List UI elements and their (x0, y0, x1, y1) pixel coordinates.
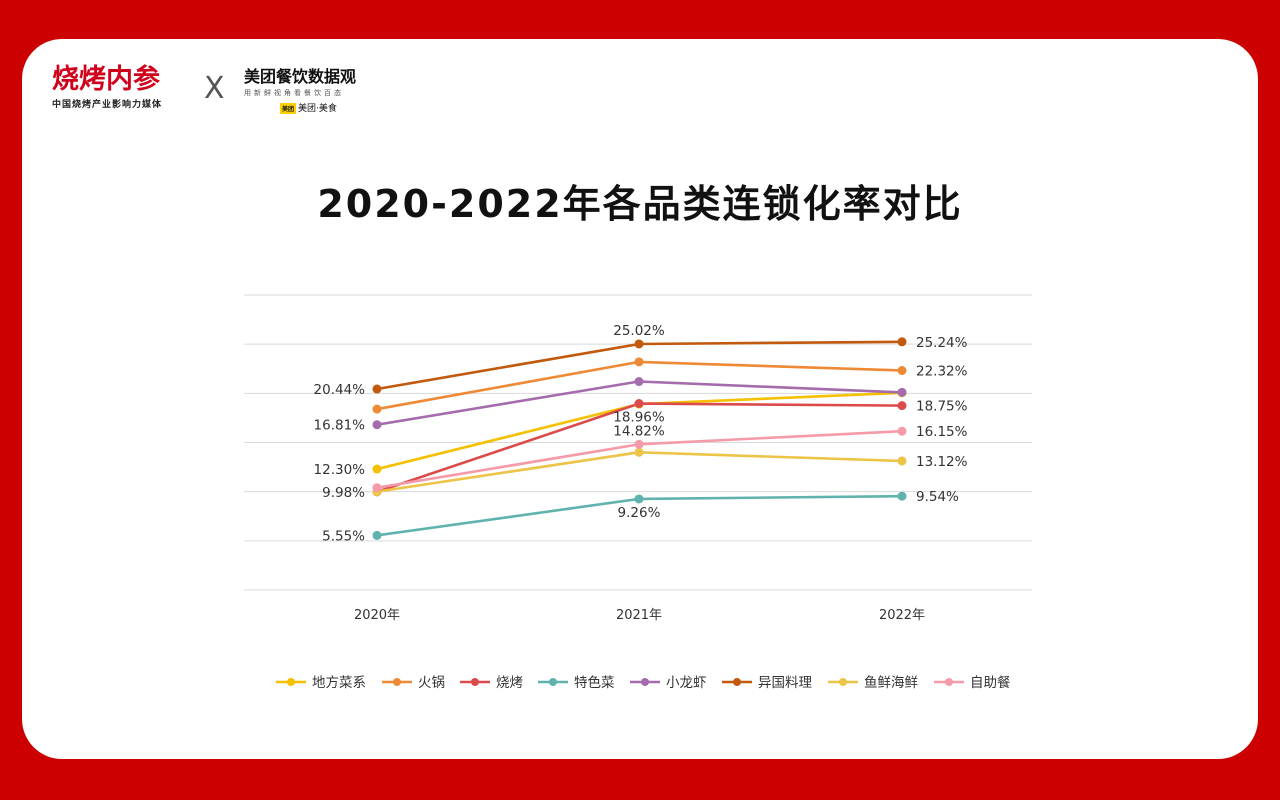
data-label: 9.54% (916, 489, 959, 505)
data-point (372, 530, 382, 540)
legend-label: 鱼鲜海鲜 (864, 674, 918, 691)
data-point (897, 491, 907, 501)
data-label: 18.96% (613, 410, 665, 426)
shaokao-neican-logo: 烧烤内参 中国烧烤产业影响力媒体 (52, 64, 192, 111)
legend-swatch-dot (471, 678, 479, 686)
data-label: 13.12% (916, 454, 968, 470)
brand-left-name: 烧烤内参 (52, 64, 160, 95)
data-label: 20.44% (314, 382, 366, 398)
data-point (372, 464, 382, 474)
legend-label: 异国料理 (758, 675, 812, 691)
meituan-data-logo: 美团餐饮数据观 用新鲜视角看餐饮百态 美团 美团·美食 (244, 67, 384, 114)
data-label: 9.98% (322, 485, 365, 501)
brand-right-name: 美团餐饮数据观 (244, 67, 357, 86)
data-point (634, 439, 644, 449)
data-point (372, 483, 382, 493)
brand-separator: X (204, 71, 225, 106)
brand-right-tagline: 用新鲜视角看餐饮百态 (244, 89, 344, 97)
series-line (376, 450, 903, 493)
legend-swatch-dot (549, 678, 557, 686)
line-chart: 2020年 2021年 2022年 12.30% 22.32% 9.98% 18.96% 18… (244, 294, 1032, 691)
data-point (634, 494, 644, 504)
data-point (634, 377, 644, 387)
brand-right-badge-row: 美团 美团·美食 (280, 101, 384, 114)
legend-swatch-dot (287, 678, 295, 686)
data-label: 25.24% (916, 335, 968, 351)
legend-swatch-dot (839, 678, 847, 686)
meituan-badge-icon: 美团 (280, 103, 297, 114)
data-label: 16.81% (314, 418, 366, 434)
data-point (897, 366, 907, 376)
data-label: 9.26% (618, 505, 661, 521)
x-tick-label: 2022年 (879, 608, 925, 623)
data-point (372, 384, 382, 394)
brand-right-badge-text: 美团·美食 (298, 104, 337, 114)
legend-label: 特色菜 (574, 674, 615, 691)
data-point (897, 426, 907, 436)
brand-left-tagline: 中国烧烤产业影响力媒体 (52, 100, 163, 110)
data-point (634, 339, 644, 349)
data-point (897, 401, 907, 411)
x-tick-label: 2021年 (616, 608, 662, 623)
legend-swatch-dot (733, 678, 741, 686)
legend-label: 自助餐 (970, 675, 1011, 691)
legend-swatch-dot (945, 678, 953, 686)
legend-swatch-dot (641, 678, 649, 686)
data-label: 5.55% (322, 528, 365, 544)
legend-label: 小龙虾 (666, 675, 707, 691)
legend-label: 烧烤 (496, 675, 523, 691)
data-point (897, 337, 907, 347)
data-label: 18.75% (916, 399, 968, 415)
data-label: 25.02% (613, 323, 665, 339)
data-point (634, 447, 644, 457)
data-point (634, 399, 644, 409)
data-point (897, 387, 907, 397)
data-label: 12.30% (314, 462, 366, 478)
poster-card: 烧烤内参 中国烧烤产业影响力媒体 X 美团餐饮数据观 用新鲜视角看餐饮百态 美团… (22, 39, 1258, 759)
legend-label: 火锅 (418, 675, 445, 691)
data-label: 22.32% (916, 364, 968, 380)
legend-label: 地方菜系 (312, 675, 366, 691)
chart-title: 2020-2022年各品类连锁化率对比 (317, 182, 963, 226)
data-point (897, 456, 907, 466)
x-tick-label: 2020年 (354, 608, 400, 623)
data-label: 16.15% (916, 424, 968, 440)
data-point (372, 404, 382, 414)
data-point (372, 420, 382, 430)
data-label: 14.82% (613, 423, 665, 439)
data-point (634, 357, 644, 367)
legend-swatch-dot (393, 678, 401, 686)
